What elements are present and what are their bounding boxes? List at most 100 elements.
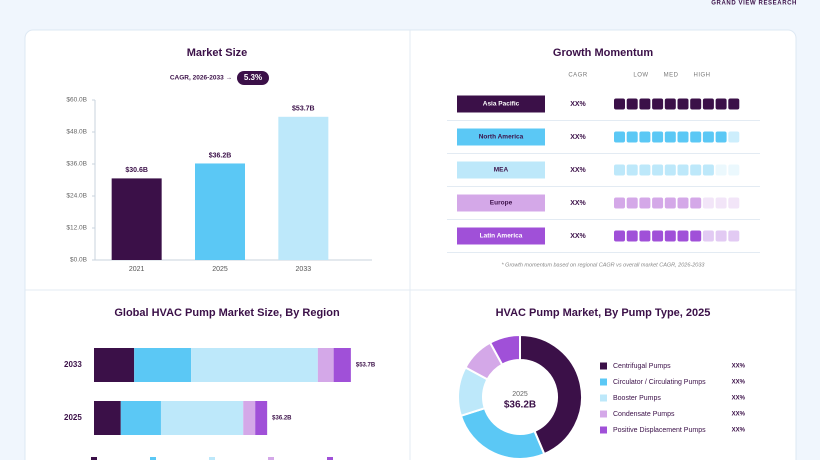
level-square xyxy=(664,164,676,176)
legend-swatch xyxy=(268,457,274,460)
bar-segment xyxy=(191,348,318,382)
cagr-value: XX% xyxy=(570,167,586,174)
level-square xyxy=(614,164,625,176)
level-square xyxy=(728,230,740,242)
legend-swatch xyxy=(150,457,156,460)
level-square xyxy=(690,197,702,209)
level-square xyxy=(728,98,740,110)
level-square xyxy=(626,98,638,110)
level-square xyxy=(690,230,702,242)
bar-segment xyxy=(333,348,351,382)
cagr-value: XX% xyxy=(570,233,586,240)
cagr-pill xyxy=(237,71,269,85)
legend-label: Circulator / Circulating Pumps xyxy=(613,379,706,386)
y-tick-label: $0.0B xyxy=(70,257,87,264)
y-tick-label: $24.0B xyxy=(66,193,87,200)
level-square xyxy=(702,98,714,110)
region-pill xyxy=(457,227,545,245)
legend-swatch xyxy=(600,362,607,370)
level-square xyxy=(702,131,714,143)
chart-title: Market Size xyxy=(187,47,248,59)
level-square xyxy=(626,131,638,143)
region-label: Asia Pacific xyxy=(483,101,520,108)
cagr-label: 5.3% xyxy=(244,73,262,82)
level-square xyxy=(677,131,689,143)
level-square xyxy=(690,98,702,110)
legend-value: XX% xyxy=(732,380,746,386)
level-square xyxy=(677,98,689,110)
region-label: Europe xyxy=(490,200,513,207)
legend-label: Centrifugal Pumps xyxy=(613,363,671,370)
level-square xyxy=(614,98,625,110)
chart-title: HVAC Pump Market, By Pump Type, 2025 xyxy=(496,307,711,319)
bar-segment xyxy=(94,348,135,382)
y-tick-label: 2033 xyxy=(64,360,82,369)
level-square xyxy=(728,164,740,176)
level-square xyxy=(614,131,625,143)
bar xyxy=(111,178,162,260)
value-label: $53.7B xyxy=(292,106,315,113)
column-header: HIGH xyxy=(694,73,711,79)
level-square xyxy=(614,230,625,242)
level-square xyxy=(728,131,740,143)
legend-swatch xyxy=(600,410,607,418)
legend-value: XX% xyxy=(732,428,746,434)
x-tick-label: 2021 xyxy=(129,266,145,273)
x-tick-label: 2033 xyxy=(296,266,312,273)
bar-segment xyxy=(243,401,256,435)
footnote: * Growth momentum based on regional CAGR… xyxy=(502,262,706,268)
legend-swatch xyxy=(600,378,607,386)
level-square xyxy=(652,164,664,176)
donut-slice xyxy=(519,333,583,456)
legend-swatch xyxy=(600,426,607,434)
column-header: CAGR xyxy=(568,73,588,79)
y-tick-label: $36.0B xyxy=(66,161,87,168)
level-square xyxy=(702,197,714,209)
region-pill xyxy=(457,194,545,212)
level-square xyxy=(664,230,676,242)
column-header: LOW xyxy=(633,73,648,79)
bar-segment xyxy=(160,401,244,435)
bar xyxy=(195,163,245,260)
region-label: North America xyxy=(479,134,524,141)
legend-label: Condensate Pumps xyxy=(613,411,675,418)
bar-segment xyxy=(255,401,268,435)
level-square xyxy=(652,230,664,242)
level-square xyxy=(702,164,714,176)
region-pill xyxy=(457,95,545,113)
value-label: $30.6B xyxy=(125,167,148,174)
legend-value: XX% xyxy=(732,412,746,418)
level-square xyxy=(702,230,714,242)
bar-segment xyxy=(134,348,192,382)
total-label: $53.7B xyxy=(356,363,376,369)
level-square xyxy=(677,164,689,176)
legend-value: XX% xyxy=(732,364,746,370)
total-label: $36.2B xyxy=(272,416,292,422)
bar xyxy=(278,116,329,260)
level-square xyxy=(728,197,740,209)
cagr-value: XX% xyxy=(570,200,586,207)
bar-segment xyxy=(317,348,334,382)
level-square xyxy=(639,230,651,242)
level-square xyxy=(690,131,702,143)
level-square xyxy=(715,230,727,242)
center-value: $36.2B xyxy=(504,400,536,411)
bar-segment xyxy=(94,401,121,435)
y-tick-label: $12.0B xyxy=(66,225,87,232)
legend-swatch xyxy=(327,457,333,460)
level-square xyxy=(626,197,638,209)
level-square xyxy=(715,98,727,110)
level-square xyxy=(715,164,727,176)
legend-value: XX% xyxy=(732,396,746,402)
level-square xyxy=(652,98,664,110)
level-square xyxy=(690,164,702,176)
chart-title: Global HVAC Pump Market Size, By Region xyxy=(114,307,340,319)
annotation: CAGR, 2026-2033 → xyxy=(170,75,232,82)
level-square xyxy=(639,98,651,110)
level-square xyxy=(639,164,651,176)
x-tick-label: 2025 xyxy=(212,266,228,273)
level-square xyxy=(677,230,689,242)
legend-swatch xyxy=(209,457,215,460)
column-header: MED xyxy=(664,73,679,79)
